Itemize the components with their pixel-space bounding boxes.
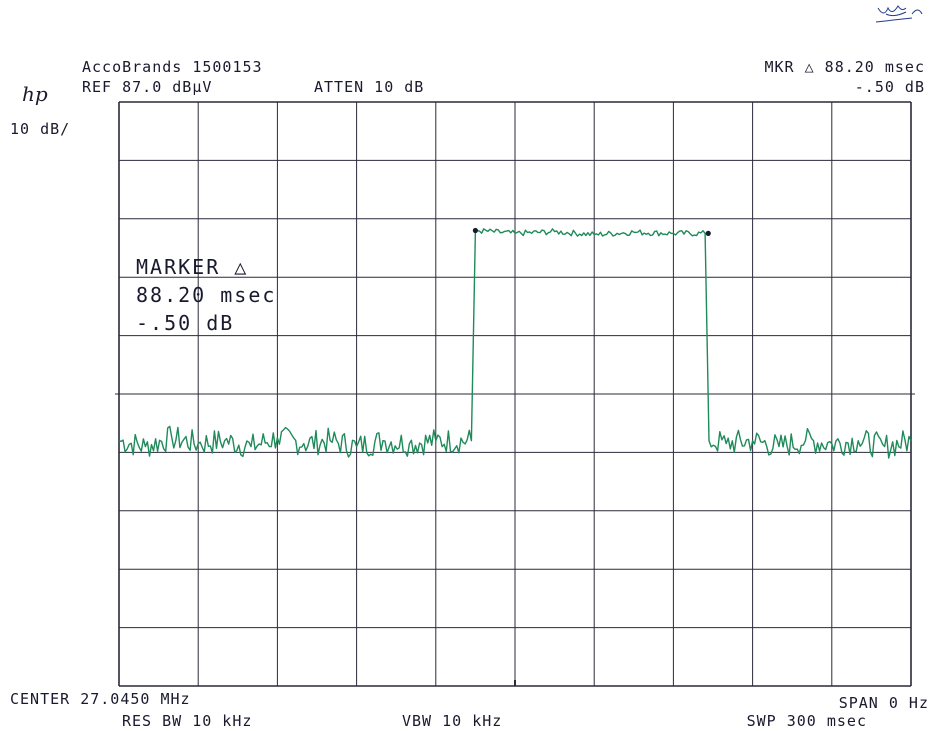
marker-box-label: MARKER △ bbox=[136, 255, 249, 279]
graticule bbox=[115, 101, 915, 687]
trace-group bbox=[118, 228, 912, 459]
marker-box-time: 88.20 msec bbox=[136, 283, 277, 307]
ref-level: REF 87.0 dBµV bbox=[82, 78, 213, 96]
video-bandwidth: VBW 10 kHz bbox=[402, 712, 503, 730]
marker-point bbox=[705, 230, 711, 236]
device-title: AccoBrands 1500153 bbox=[82, 58, 263, 76]
resolution-bandwidth: RES BW 10 kHz bbox=[122, 712, 253, 730]
span: SPAN 0 Hz bbox=[838, 694, 929, 712]
handwritten-signature bbox=[875, 5, 923, 23]
marker-box-level: -.50 dB bbox=[136, 311, 235, 335]
center-frequency: CENTER 27.0450 MHz bbox=[10, 690, 191, 708]
marker-group bbox=[472, 227, 711, 236]
marker-readout: MKR △ 88.20 msec bbox=[764, 58, 925, 76]
attenuation: ATTEN 10 dB bbox=[314, 78, 425, 96]
hp-logo: hp bbox=[22, 82, 48, 106]
scale-per-division: 10 dB/ bbox=[10, 120, 71, 138]
marker-point bbox=[472, 227, 478, 234]
sweep-time: SWP 300 msec bbox=[746, 712, 867, 730]
trace-line bbox=[118, 228, 912, 459]
marker-level: -.50 dB bbox=[854, 78, 925, 96]
